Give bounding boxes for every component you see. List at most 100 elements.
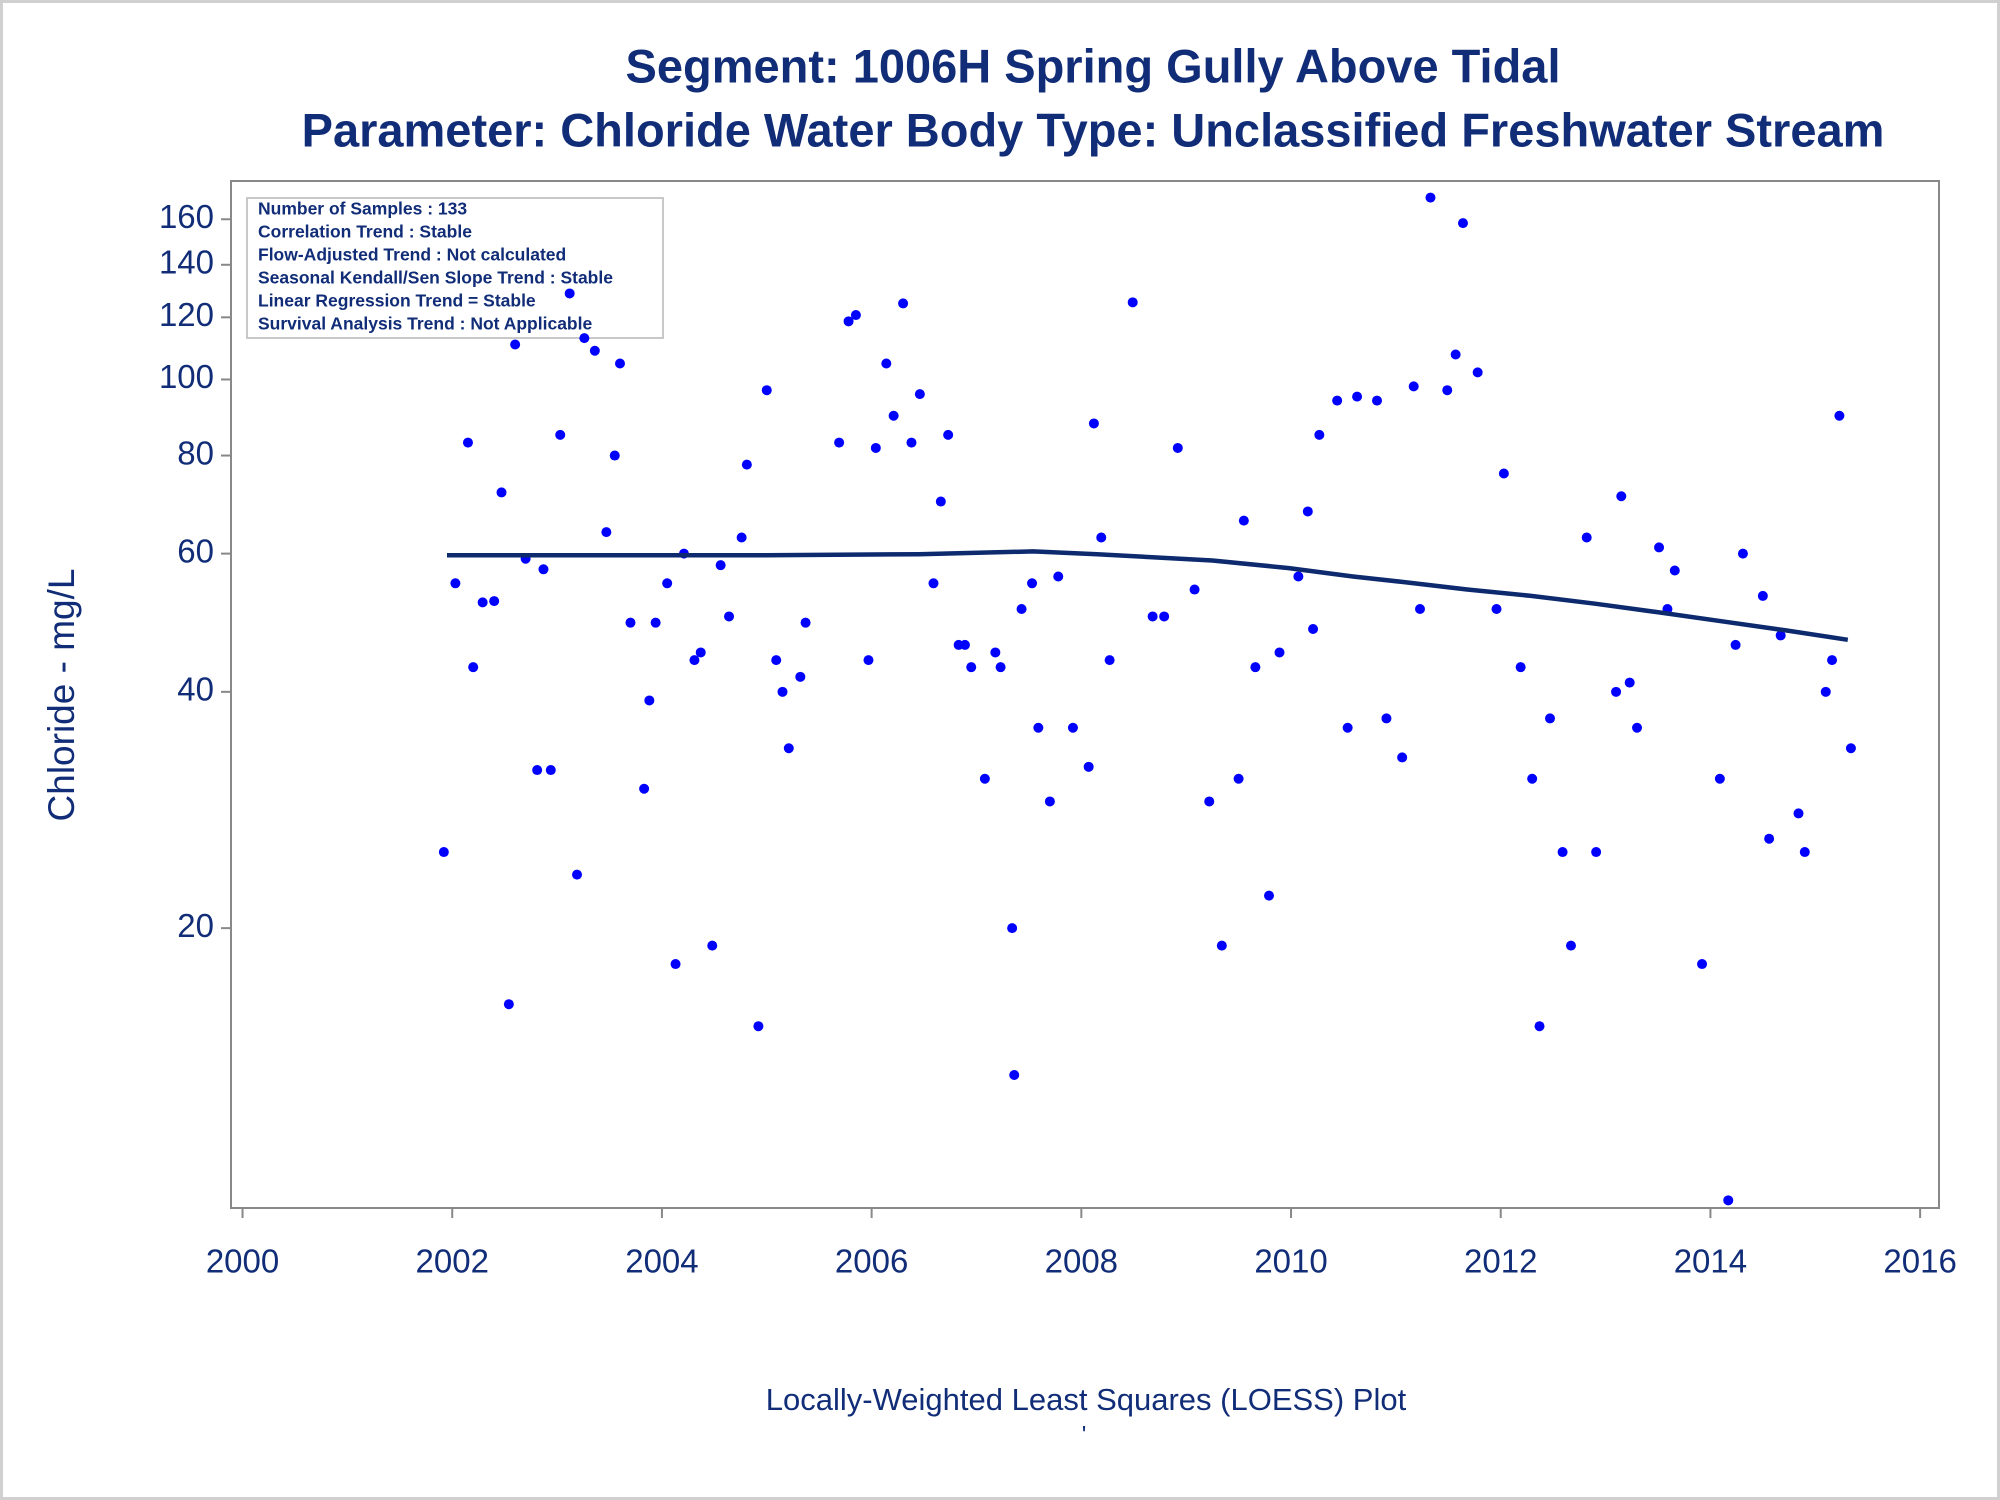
point	[898, 298, 909, 309]
x-tick-label: 2006	[835, 1243, 908, 1280]
point	[532, 765, 543, 776]
point	[1491, 604, 1502, 615]
point	[1442, 385, 1453, 396]
x-tick-label: 2016	[1883, 1243, 1956, 1280]
point	[724, 611, 735, 622]
point	[1581, 532, 1592, 543]
y-tick-label: 100	[159, 358, 214, 395]
y-tick-label: 120	[159, 296, 214, 333]
point	[1308, 623, 1319, 634]
point	[1457, 218, 1468, 229]
info-box	[246, 197, 664, 339]
point	[1624, 677, 1635, 688]
point	[689, 655, 700, 666]
point	[1096, 532, 1107, 543]
point	[1714, 773, 1725, 784]
point	[843, 316, 854, 327]
y-tick-label: 20	[177, 907, 214, 944]
info-line: Correlation Trend : Stable	[258, 222, 472, 242]
point	[496, 487, 507, 498]
point	[935, 496, 946, 507]
point	[670, 959, 681, 970]
point	[1009, 1069, 1020, 1080]
point	[1527, 773, 1538, 784]
point	[1611, 686, 1622, 697]
point	[1799, 847, 1810, 858]
y-axis-label: Chloride - mg/L	[41, 569, 82, 822]
point	[1104, 655, 1115, 666]
point	[914, 389, 925, 400]
point	[450, 578, 461, 589]
x-tick-label: 2012	[1464, 1243, 1537, 1280]
point	[1820, 686, 1831, 697]
point	[1793, 808, 1804, 819]
point	[1250, 662, 1261, 673]
x-tick-label: 2008	[1045, 1243, 1118, 1280]
point	[753, 1021, 764, 1032]
point	[736, 532, 747, 543]
x-tick-label: 2010	[1254, 1243, 1327, 1280]
point	[1147, 611, 1158, 622]
point	[1730, 639, 1741, 650]
point	[1757, 590, 1768, 601]
point	[614, 358, 625, 369]
point	[662, 578, 673, 589]
point	[995, 662, 1006, 673]
point	[462, 437, 473, 448]
point	[906, 437, 917, 448]
point	[1834, 410, 1845, 421]
point	[1238, 515, 1249, 526]
point	[1565, 940, 1576, 951]
point	[1127, 297, 1138, 308]
chart-subtitle: Parameter: Chloride Water Body Type: Unc…	[302, 103, 1885, 156]
point	[1775, 630, 1786, 641]
point	[438, 847, 449, 858]
point	[783, 743, 794, 754]
point	[928, 578, 939, 589]
point	[1764, 833, 1775, 844]
point	[771, 655, 782, 666]
info-line: Flow-Adjusted Trend : Not calculated	[258, 245, 566, 265]
point	[1033, 722, 1044, 733]
point	[555, 429, 566, 440]
point	[1189, 584, 1200, 595]
point	[510, 339, 521, 350]
point	[707, 940, 718, 951]
point	[1053, 571, 1064, 582]
point	[1044, 796, 1055, 807]
point	[609, 450, 620, 461]
point	[695, 647, 706, 658]
point	[1159, 611, 1170, 622]
point	[1216, 940, 1227, 951]
point	[503, 999, 514, 1010]
point	[1204, 796, 1215, 807]
info-line: Survival Analysis Trend : Not Applicable	[258, 314, 592, 334]
point	[834, 437, 845, 448]
y-tick-label: 40	[177, 671, 214, 708]
point	[800, 617, 811, 628]
point	[639, 783, 650, 794]
point	[477, 597, 488, 608]
point	[795, 671, 806, 682]
point	[1414, 604, 1425, 615]
point	[1302, 506, 1313, 517]
info-line: Seasonal Kendall/Sen Slope Trend : Stabl…	[258, 268, 613, 288]
point	[979, 773, 990, 784]
x-tick-label: 2014	[1674, 1243, 1747, 1280]
point	[777, 686, 788, 697]
point	[1545, 713, 1556, 724]
point	[1314, 429, 1325, 440]
point	[850, 310, 861, 321]
point	[1498, 468, 1509, 479]
point	[572, 869, 583, 880]
point	[1172, 442, 1183, 453]
point	[1397, 752, 1408, 763]
point	[741, 459, 752, 470]
point	[1067, 722, 1078, 733]
point	[888, 410, 899, 421]
point	[1669, 565, 1680, 576]
info-line: Number of Samples : 133	[258, 199, 467, 219]
point	[579, 333, 590, 344]
plot-area	[230, 180, 1940, 1209]
